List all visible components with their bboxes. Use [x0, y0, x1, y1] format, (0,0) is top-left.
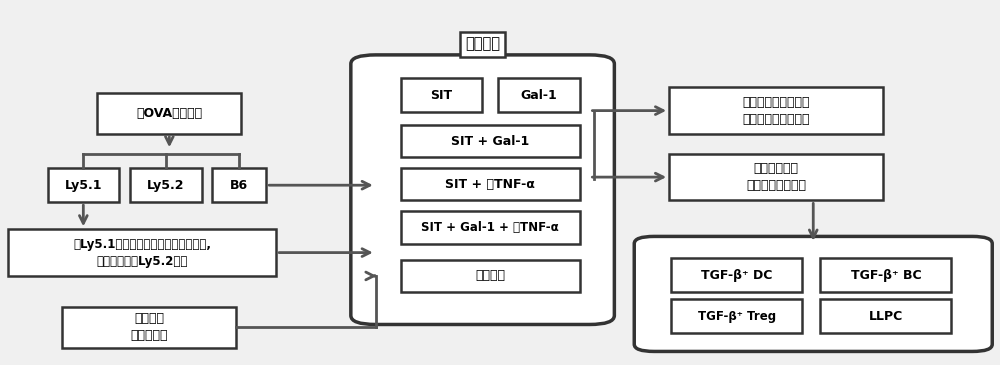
Text: TGF-β⁺ Treg: TGF-β⁺ Treg [698, 310, 776, 323]
FancyBboxPatch shape [401, 168, 580, 200]
Text: SIT + Gal-1: SIT + Gal-1 [451, 135, 529, 148]
FancyBboxPatch shape [671, 299, 802, 334]
Text: B6: B6 [230, 179, 248, 192]
FancyBboxPatch shape [3, 3, 997, 362]
FancyBboxPatch shape [634, 237, 992, 351]
Text: 检测肠黏膜中
免疫耐受细胞成分: 检测肠黏膜中 免疫耐受细胞成分 [746, 162, 806, 192]
FancyBboxPatch shape [97, 93, 241, 134]
FancyBboxPatch shape [820, 299, 951, 334]
Text: Ly5.2: Ly5.2 [147, 179, 185, 192]
FancyBboxPatch shape [130, 168, 202, 202]
Text: TGF-β⁺ DC: TGF-β⁺ DC [701, 269, 772, 281]
Text: Gal-1: Gal-1 [520, 89, 557, 102]
Text: SIT + 抗TNF-α: SIT + 抗TNF-α [445, 178, 535, 191]
FancyBboxPatch shape [48, 168, 119, 202]
FancyBboxPatch shape [669, 87, 883, 134]
FancyBboxPatch shape [212, 168, 266, 202]
FancyBboxPatch shape [498, 78, 580, 112]
FancyBboxPatch shape [669, 154, 883, 200]
Text: SIT + Gal-1 + 抗TNF-α: SIT + Gal-1 + 抗TNF-α [421, 221, 559, 234]
FancyBboxPatch shape [401, 260, 580, 292]
Text: 从Ly5.1小鼠分离抗原特异性浆母细胞,
移植到致敏的Ly5.2小鼠: 从Ly5.1小鼠分离抗原特异性浆母细胞, 移植到致敏的Ly5.2小鼠 [73, 238, 211, 268]
Text: 对照小鼠
用生理盐水: 对照小鼠 用生理盐水 [131, 312, 168, 342]
Text: SIT: SIT [430, 89, 452, 102]
Text: LLPC: LLPC [869, 310, 903, 323]
FancyBboxPatch shape [62, 307, 236, 348]
FancyBboxPatch shape [820, 258, 951, 292]
FancyBboxPatch shape [401, 211, 580, 243]
Text: 检测肠过敏反应指标
和免疫耐受有关指标: 检测肠过敏反应指标 和免疫耐受有关指标 [742, 96, 810, 126]
Text: Ly5.1: Ly5.1 [65, 179, 102, 192]
Text: TGF-β⁺ BC: TGF-β⁺ BC [851, 269, 921, 281]
FancyBboxPatch shape [401, 78, 482, 112]
FancyBboxPatch shape [401, 125, 580, 157]
FancyBboxPatch shape [671, 258, 802, 292]
Text: 生理盐水: 生理盐水 [475, 269, 505, 283]
Text: 治疗方案: 治疗方案 [465, 36, 500, 51]
Text: 用OVA致敏小鼠: 用OVA致敏小鼠 [136, 107, 202, 120]
FancyBboxPatch shape [351, 55, 614, 324]
FancyBboxPatch shape [8, 229, 276, 276]
